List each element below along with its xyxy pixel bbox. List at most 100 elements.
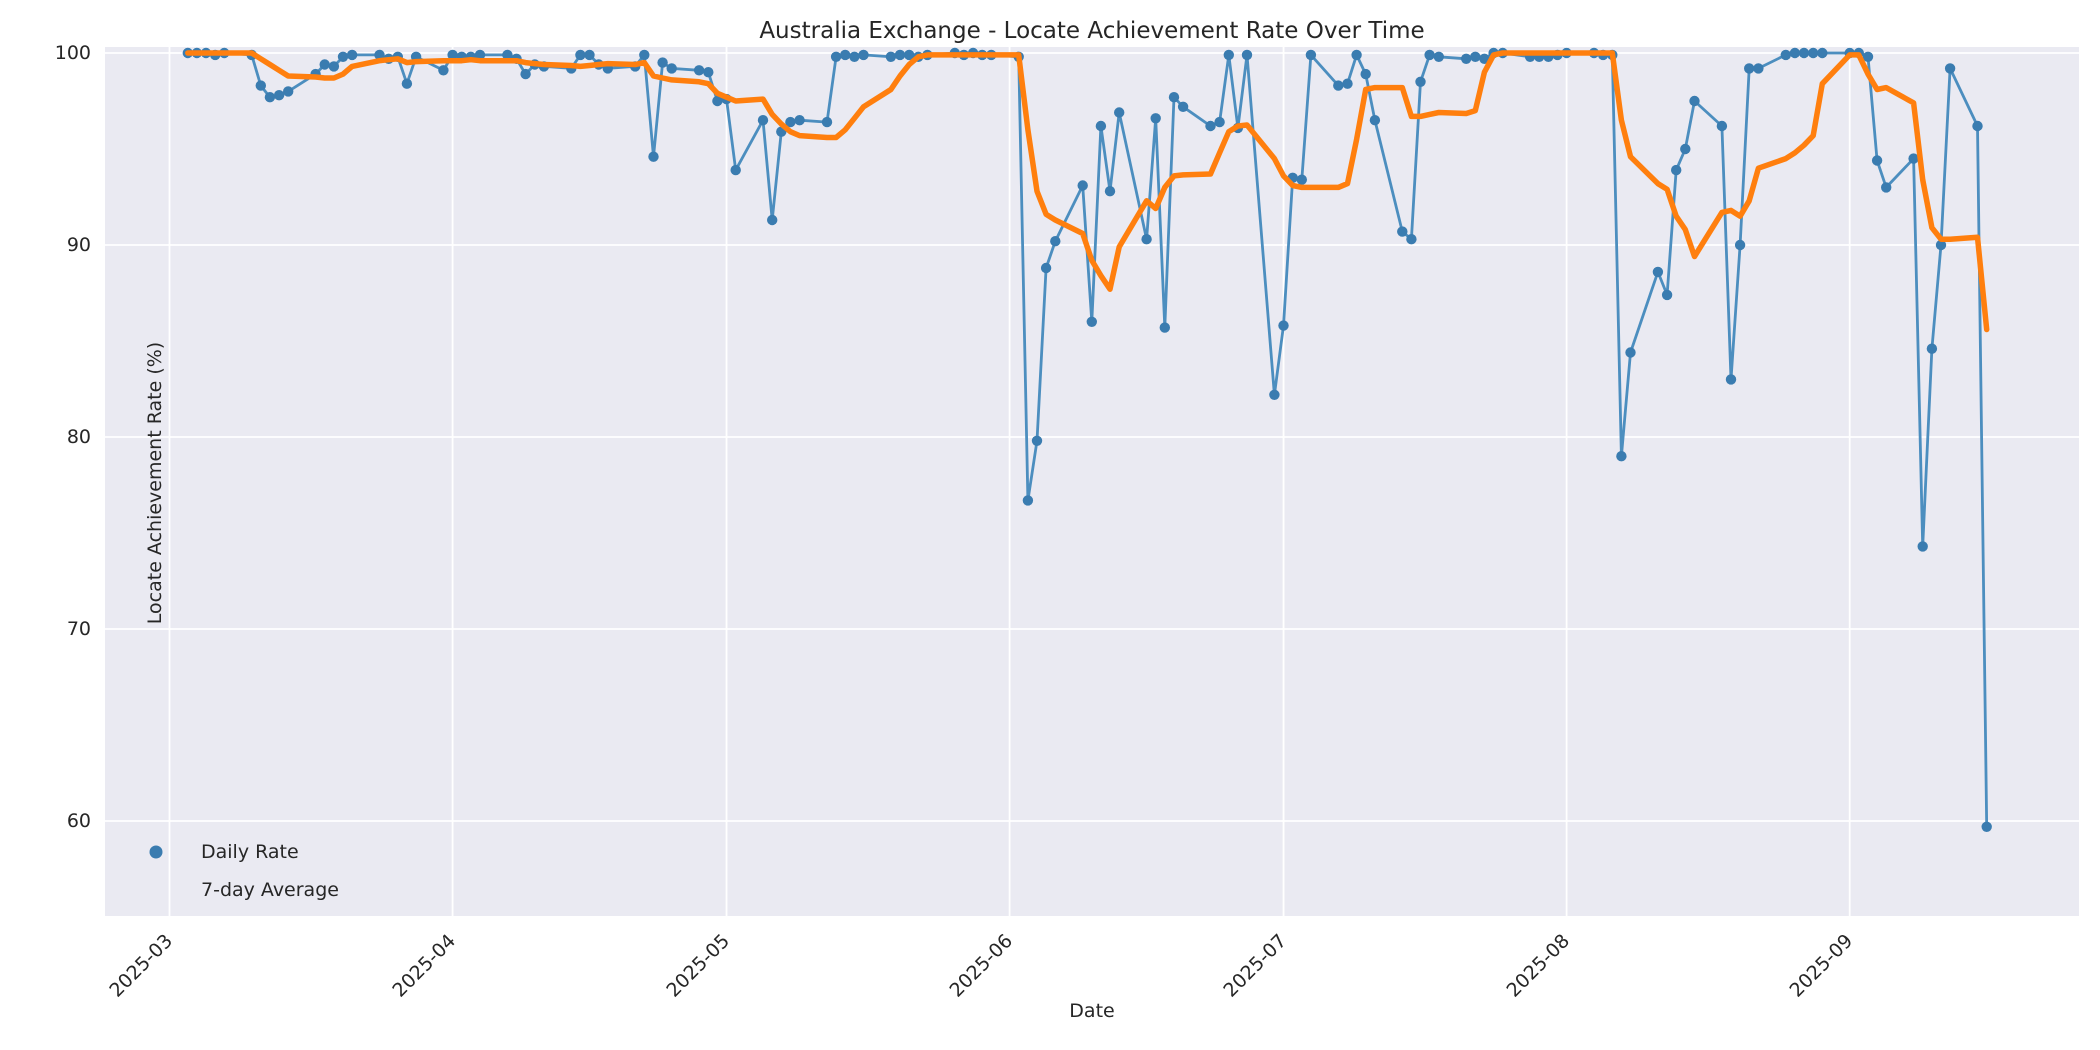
daily-rate-marker: [794, 115, 805, 126]
legend-label-7day-average: 7-day Average: [201, 879, 339, 901]
daily-rate-marker: [273, 90, 285, 101]
daily-rate-marker: [447, 49, 458, 61]
daily-rate-marker: [1789, 47, 1801, 59]
daily-rate-marker: [575, 49, 586, 61]
daily-rate-marker: [1680, 143, 1691, 155]
daily-rate-marker: [1917, 541, 1928, 552]
daily-rate-marker: [255, 80, 266, 91]
daily-rate-marker: [1305, 49, 1317, 61]
x-axis-label: Date: [1069, 1000, 1115, 1022]
daily-rate-marker: [1342, 78, 1353, 89]
y-tick-label: 60: [67, 810, 91, 832]
daily-rate-marker: [1031, 435, 1043, 446]
daily-rate-marker: [648, 151, 659, 162]
daily-rate-marker: [1981, 821, 1992, 832]
daily-rate-marker: [1040, 262, 1052, 274]
daily-rate-marker: [858, 49, 869, 61]
daily-rate-marker: [1616, 451, 1627, 462]
daily-rate-marker: [885, 51, 897, 62]
daily-rate-marker: [657, 57, 668, 68]
daily-rate-marker: [502, 49, 513, 61]
y-tick-label: 100: [55, 42, 91, 64]
daily-rate-marker: [1214, 116, 1225, 128]
daily-rate-marker: [1944, 63, 1956, 74]
daily-rate-marker: [830, 51, 842, 62]
seven-day-average-line: [185, 50, 1990, 333]
x-tick-label: 2025-09: [1786, 930, 1858, 1002]
x-tick-label: 2025-06: [945, 930, 1017, 1002]
daily-rate-marker: [1351, 49, 1362, 61]
daily-rate-marker: [374, 49, 385, 61]
daily-rate-marker: [319, 59, 330, 70]
daily-rate-marker: [1296, 174, 1308, 185]
daily-rate-marker: [1141, 234, 1152, 245]
daily-rate-marker: [337, 51, 349, 62]
daily-rate-marker: [346, 49, 358, 61]
daily-rate-marker: [401, 78, 413, 89]
daily-rate-marker: [1817, 47, 1828, 59]
y-axis-label: Locate Achievement Rate (%): [144, 341, 167, 625]
y-tick-label: 70: [67, 618, 91, 640]
x-tick-label: 2025-05: [662, 930, 734, 1002]
daily-rate-marker: [1095, 120, 1107, 132]
daily-rate-marker: [1223, 49, 1235, 61]
daily-rate-marker: [1862, 51, 1874, 62]
daily-rate-marker: [520, 68, 531, 80]
daily-rate-marker: [1159, 322, 1171, 333]
daily-rate-marker: [1369, 115, 1381, 126]
daily-rate-marker: [703, 67, 714, 78]
plot-area-background: [105, 47, 2079, 916]
daily-rate-marker: [1972, 120, 1983, 132]
daily-rate-marker: [1177, 101, 1189, 113]
daily-rate-marker: [1808, 47, 1819, 59]
daily-rate-marker: [1871, 155, 1883, 166]
daily-rate-marker: [1205, 120, 1216, 132]
daily-rate-marker: [1661, 289, 1673, 301]
daily-rate-marker: [264, 92, 276, 103]
daily-rate-marker: [894, 49, 906, 61]
daily-rate-marker: [1406, 234, 1417, 245]
daily-rate-marker: [1269, 389, 1280, 400]
legend-item-7day-average: 7-day Average: [127, 876, 339, 904]
daily-rate-marker: [584, 49, 595, 61]
daily-rate-marker: [1780, 49, 1792, 61]
daily-rate-marker: [904, 49, 915, 61]
daily-rate-marker: [1461, 53, 1472, 64]
daily-rate-marker: [785, 116, 796, 128]
daily-rate-marker: [1022, 495, 1034, 506]
daily-rate-marker: [1050, 236, 1061, 247]
daily-rate-marker: [1908, 153, 1919, 164]
daily-rate-marker: [1479, 53, 1490, 64]
x-tick-label: 2025-04: [388, 930, 460, 1002]
daily-rate-marker: [1744, 63, 1755, 74]
daily-rate-marker: [821, 116, 833, 128]
daily-rate-marker: [1241, 49, 1253, 61]
daily-rate-marker: [328, 61, 340, 72]
daily-rate-marker: [730, 164, 741, 176]
daily-rate-marker: [1433, 51, 1445, 62]
daily-rate-marker: [1734, 239, 1746, 251]
daily-rate-marker: [1086, 316, 1098, 327]
daily-rate-marker: [840, 49, 851, 61]
series-group: [182, 47, 1992, 832]
daily-rate-marker: [1689, 95, 1700, 107]
daily-rate-marker: [1716, 120, 1728, 132]
chart-title: Australia Exchange - Locate Achievement …: [759, 18, 1425, 44]
daily-rate-marker: [438, 65, 449, 76]
daily-rate-marker: [757, 115, 769, 126]
daily-rate-marker: [1625, 347, 1636, 358]
daily-rate-marker: [639, 49, 650, 61]
daily-rate-marker: [1360, 68, 1371, 80]
daily-rate-marker: [767, 214, 778, 226]
daily-rate-marker: [712, 95, 723, 107]
daily-rate-marker: [1104, 186, 1116, 197]
daily-rate-marker: [1168, 92, 1180, 103]
y-tick-label: 90: [67, 234, 91, 256]
daily-rate-marker: [1725, 374, 1737, 385]
y-tick-label: 80: [67, 426, 91, 448]
daily-rate-marker: [1881, 182, 1892, 193]
daily-rate-marker: [1278, 320, 1289, 331]
daily-rate-marker: [1150, 113, 1161, 124]
